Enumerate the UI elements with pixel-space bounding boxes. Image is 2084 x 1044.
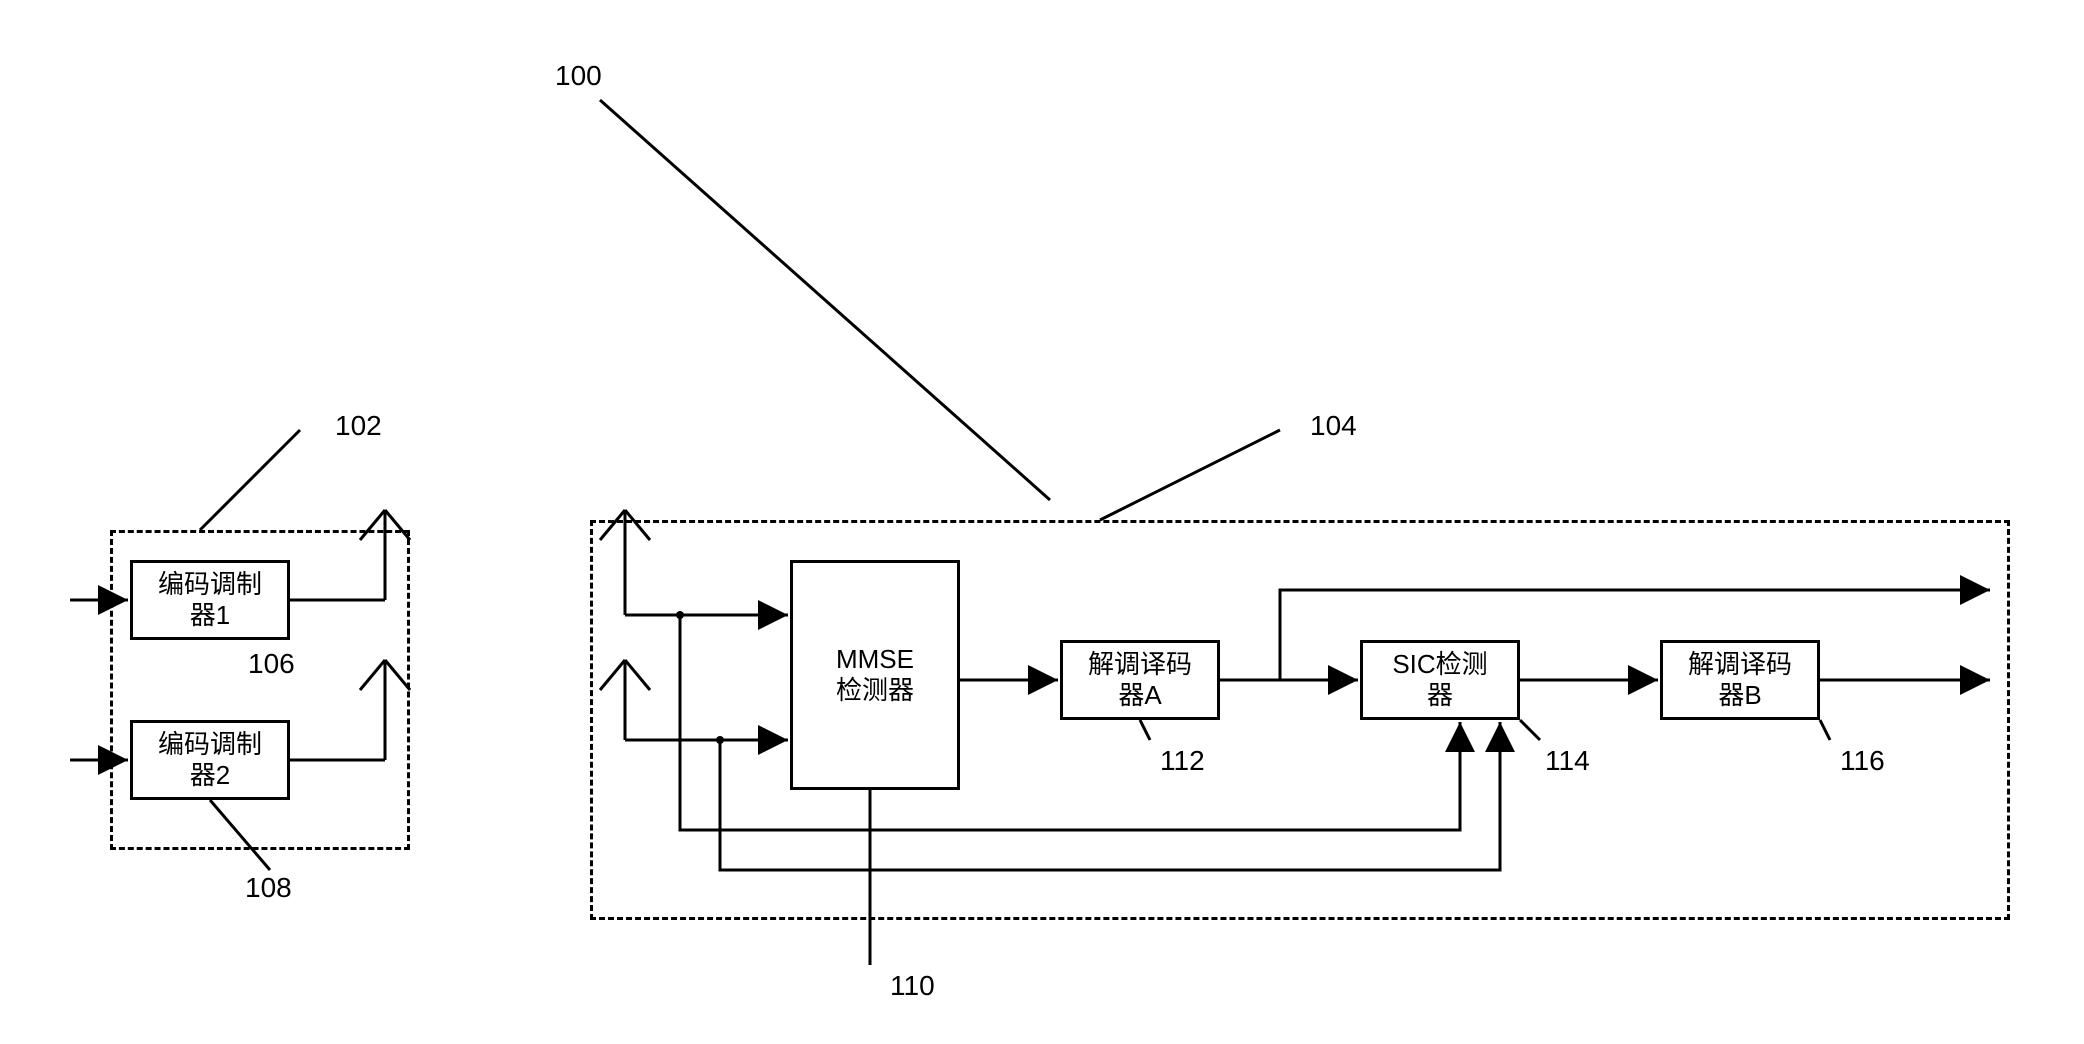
encoder-1: 编码调制器1 bbox=[130, 560, 290, 640]
encoder-1-label: 编码调制器1 bbox=[158, 569, 262, 631]
diagram-canvas: 100 102 104 106 108 110 112 114 116 编码调制… bbox=[0, 0, 2084, 1044]
encoder-2-label: 编码调制器2 bbox=[158, 729, 262, 791]
decoder-a: 解调译码器A bbox=[1060, 640, 1220, 720]
decoder-a-label: 解调译码器A bbox=[1088, 649, 1192, 711]
encoder-2: 编码调制器2 bbox=[130, 720, 290, 800]
ref-110: 110 bbox=[890, 970, 935, 1002]
mmse-label: MMSE检测器 bbox=[836, 644, 914, 706]
ref-108: 108 bbox=[245, 872, 292, 904]
sic-label: SIC检测器 bbox=[1392, 649, 1487, 711]
ref-100: 100 bbox=[555, 60, 602, 92]
decoder-b-label: 解调译码器B bbox=[1688, 649, 1792, 711]
ref-104: 104 bbox=[1310, 410, 1357, 442]
sic-detector: SIC检测器 bbox=[1360, 640, 1520, 720]
mmse-detector: MMSE检测器 bbox=[790, 560, 960, 790]
decoder-b: 解调译码器B bbox=[1660, 640, 1820, 720]
ref-102: 102 bbox=[335, 410, 382, 442]
